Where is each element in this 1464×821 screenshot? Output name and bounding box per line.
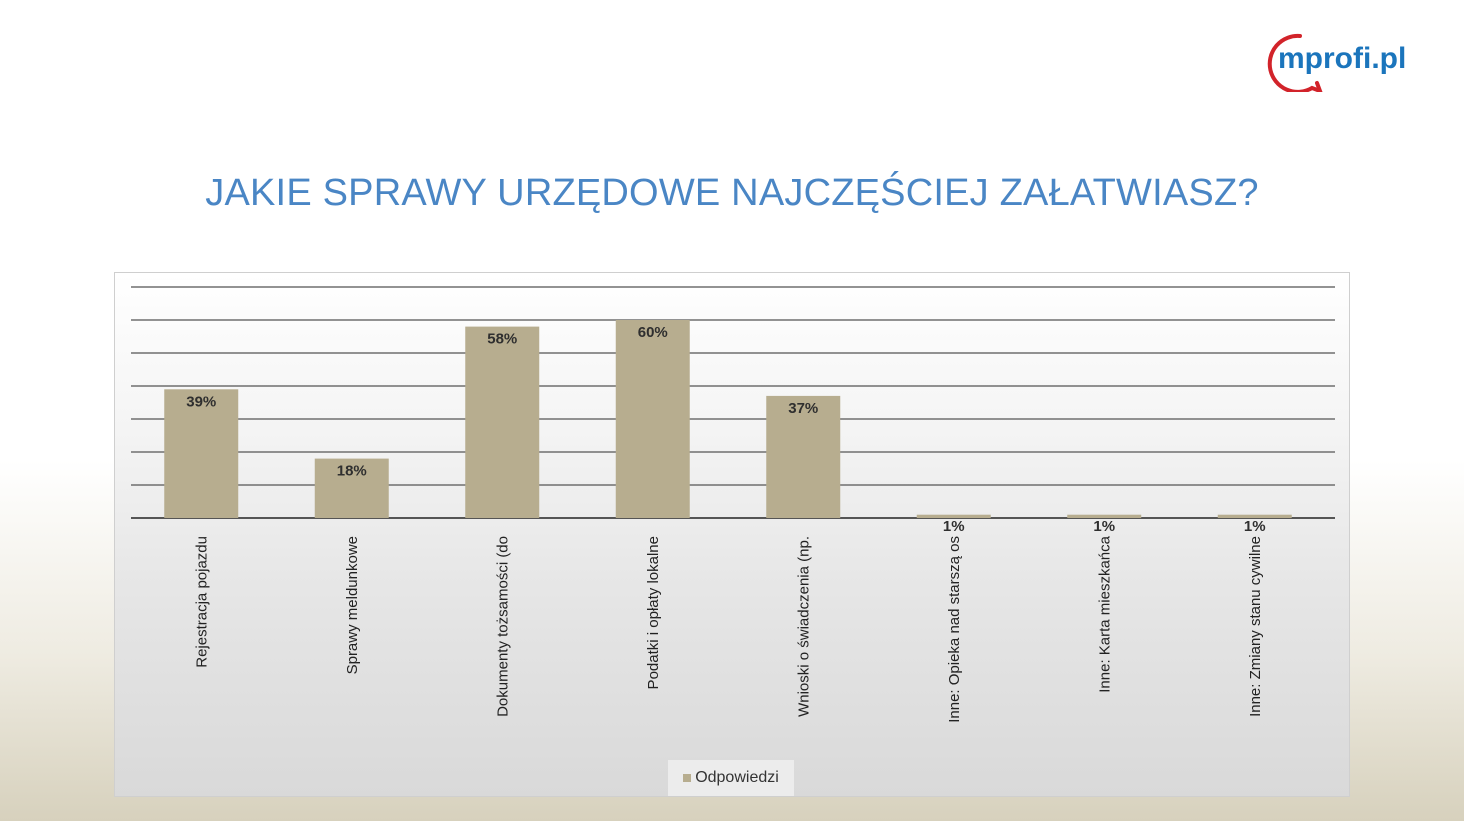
category-label: Inne: Zmiany stanu cywilne [1247, 536, 1264, 717]
legend-label: Odpowiedzi [695, 769, 779, 786]
logo-text: mprofi.pl [1278, 42, 1406, 75]
category-label: Rejestracja pojazdu [193, 536, 210, 668]
category-label: Dokumenty tożsamości (do [494, 536, 511, 717]
data-label: 60% [638, 324, 668, 341]
legend-swatch [683, 774, 692, 782]
category-label: Wnioski o świadczenia (np. [795, 536, 812, 717]
data-label: 58% [487, 331, 517, 348]
data-label: 1% [1244, 518, 1266, 535]
logo-speech-bubble-icon [1267, 33, 1324, 95]
data-label: 1% [943, 518, 965, 535]
bar [1217, 514, 1292, 518]
bar [314, 458, 389, 518]
data-label: 18% [337, 463, 367, 480]
data-label: 37% [788, 400, 818, 417]
bar-chart: 39% Rejestracja pojazdu 18% Sprawy meldunko… [131, 286, 1335, 723]
chart-legend: Odpowiedzi [668, 760, 794, 796]
bar [766, 395, 841, 518]
mprofi-logo: mprofi.pl [1266, 30, 1442, 95]
category-label: Podatki i opłaty lokalne [645, 536, 662, 689]
category-label: Inne: Opieka nad starszą os [946, 536, 963, 723]
category-label: Sprawy meldunkowe [344, 536, 361, 674]
bar [916, 514, 991, 518]
bar [615, 320, 690, 518]
data-label: 39% [186, 393, 216, 410]
bar [164, 389, 239, 518]
category-label: Inne: Karta mieszkańca [1096, 535, 1113, 692]
data-label: 1% [1093, 518, 1115, 535]
page-title: JAKIE SPRAWY URZĘDOWE NAJCZĘŚCIEJ ZAŁATW… [205, 172, 1259, 214]
chart-panel: 39% Rejestracja pojazdu 18% Sprawy meldunko… [114, 272, 1350, 797]
bar [465, 326, 540, 518]
bar [1067, 514, 1142, 518]
